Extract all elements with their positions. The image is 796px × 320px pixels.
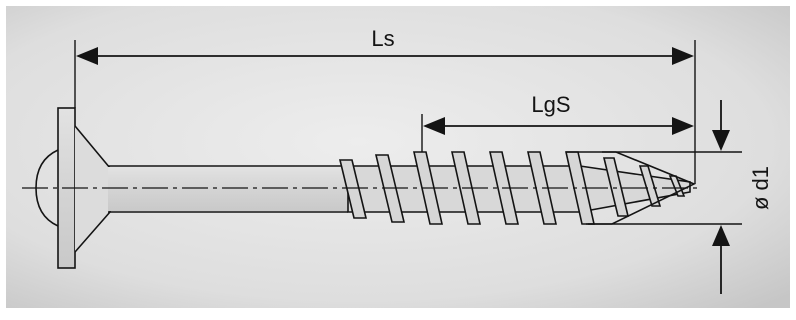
arrow-left-icon <box>423 117 445 135</box>
diameter-label: ø d1 <box>748 166 773 210</box>
arrow-up-icon <box>712 225 730 246</box>
arrow-down-icon <box>712 130 730 151</box>
extension-lines <box>74 40 742 225</box>
arrow-right-icon <box>672 47 694 65</box>
screw-shank <box>108 165 348 213</box>
arrow-right-icon <box>672 117 694 135</box>
dimension-d1 <box>712 100 730 294</box>
overall-length-label: Ls <box>371 26 394 51</box>
thread-length-label: LgS <box>531 92 570 117</box>
arrow-left-icon <box>76 47 98 65</box>
dimension-ls <box>76 47 694 65</box>
dimension-lgs <box>423 117 694 135</box>
